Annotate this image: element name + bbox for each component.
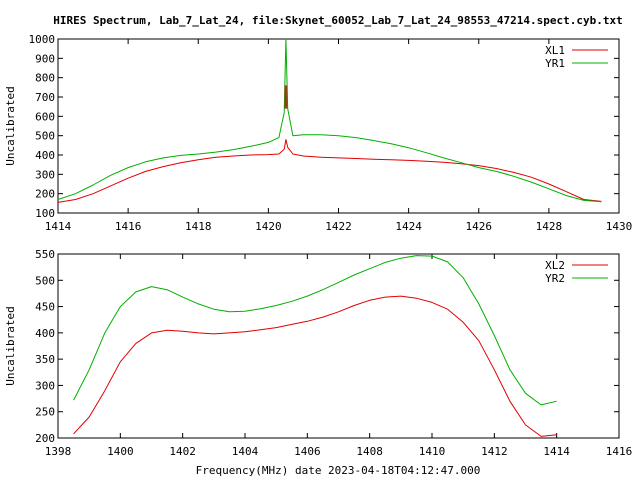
- y-tick-label: 800: [35, 72, 55, 85]
- y-axis-label: Uncalibrated: [4, 306, 17, 385]
- series-line-xl1: [57, 139, 602, 203]
- x-tick-label: 1422: [325, 220, 352, 233]
- bottom-spectrum-panel: 1398 1400 1402 1404 1406 1408 1410 1412 1414 1416…: [4, 248, 632, 458]
- x-tick-label: 1414: [45, 220, 72, 233]
- y-tick-label: 350: [35, 353, 55, 366]
- legend-label-xl1: XL1: [545, 44, 565, 57]
- x-tick-label: 1428: [536, 220, 563, 233]
- y-tick-label: 1000: [29, 33, 56, 46]
- plot-frame: [57, 38, 620, 214]
- y-tick-label: 600: [35, 110, 55, 123]
- x-tick-label: 1414: [543, 445, 570, 458]
- x-tick-label: 1416: [606, 445, 633, 458]
- x-tick-label: 1400: [107, 445, 134, 458]
- y-tick-label: 200: [35, 432, 55, 445]
- y-tick-label: 400: [35, 149, 55, 162]
- top-spectrum-panel: 1414 1416 1418 1420 1422 1424 1426 1428 1430 100 2…: [4, 33, 632, 233]
- y-tick-label: 500: [35, 274, 55, 287]
- series-line-xl2: [73, 295, 557, 437]
- y-tick-label: 450: [35, 301, 55, 314]
- figure-title: HIRES Spectrum, Lab_7_Lat_24, file:Skyne…: [53, 14, 623, 27]
- plot-frame: [57, 253, 620, 439]
- x-tick-label: 1430: [606, 220, 633, 233]
- y-tick-label: 200: [35, 188, 55, 201]
- x-tick-label: 1424: [395, 220, 422, 233]
- y-tick-label: 900: [35, 52, 55, 65]
- x-tick-label: 1426: [466, 220, 493, 233]
- x-tick-label: 1404: [232, 445, 259, 458]
- y-tick-label: 500: [35, 130, 55, 143]
- y-tick-label: 100: [35, 207, 55, 220]
- series-line-yr1: [57, 38, 602, 203]
- y-tick-label: 550: [35, 248, 55, 261]
- x-tick-label: 1408: [356, 445, 383, 458]
- x-tick-label: 1402: [169, 445, 196, 458]
- x-tick-label: 1418: [185, 220, 212, 233]
- x-tick-label: 1410: [419, 445, 446, 458]
- y-tick-label: 250: [35, 406, 55, 419]
- x-tick-label: 1416: [115, 220, 142, 233]
- y-axis-label: Uncalibrated: [4, 86, 17, 165]
- x-tick-label: 1420: [255, 220, 282, 233]
- y-tick-label: 700: [35, 91, 55, 104]
- y-tick-label: 300: [35, 379, 55, 392]
- y-tick-label: 300: [35, 168, 55, 181]
- legend-label-xl2: XL2: [545, 259, 565, 272]
- x-tick-label: 1412: [481, 445, 508, 458]
- x-tick-label: 1398: [45, 445, 72, 458]
- bottom-x-axis-label: Frequency(MHz) date 2023-04-18T04:12:47.…: [196, 464, 481, 477]
- x-tick-label: 1406: [294, 445, 321, 458]
- y-tick-label: 400: [35, 327, 55, 340]
- legend-label-yr1: YR1: [545, 57, 565, 70]
- series-line-yr2: [73, 255, 557, 406]
- legend-label-yr2: YR2: [545, 272, 565, 285]
